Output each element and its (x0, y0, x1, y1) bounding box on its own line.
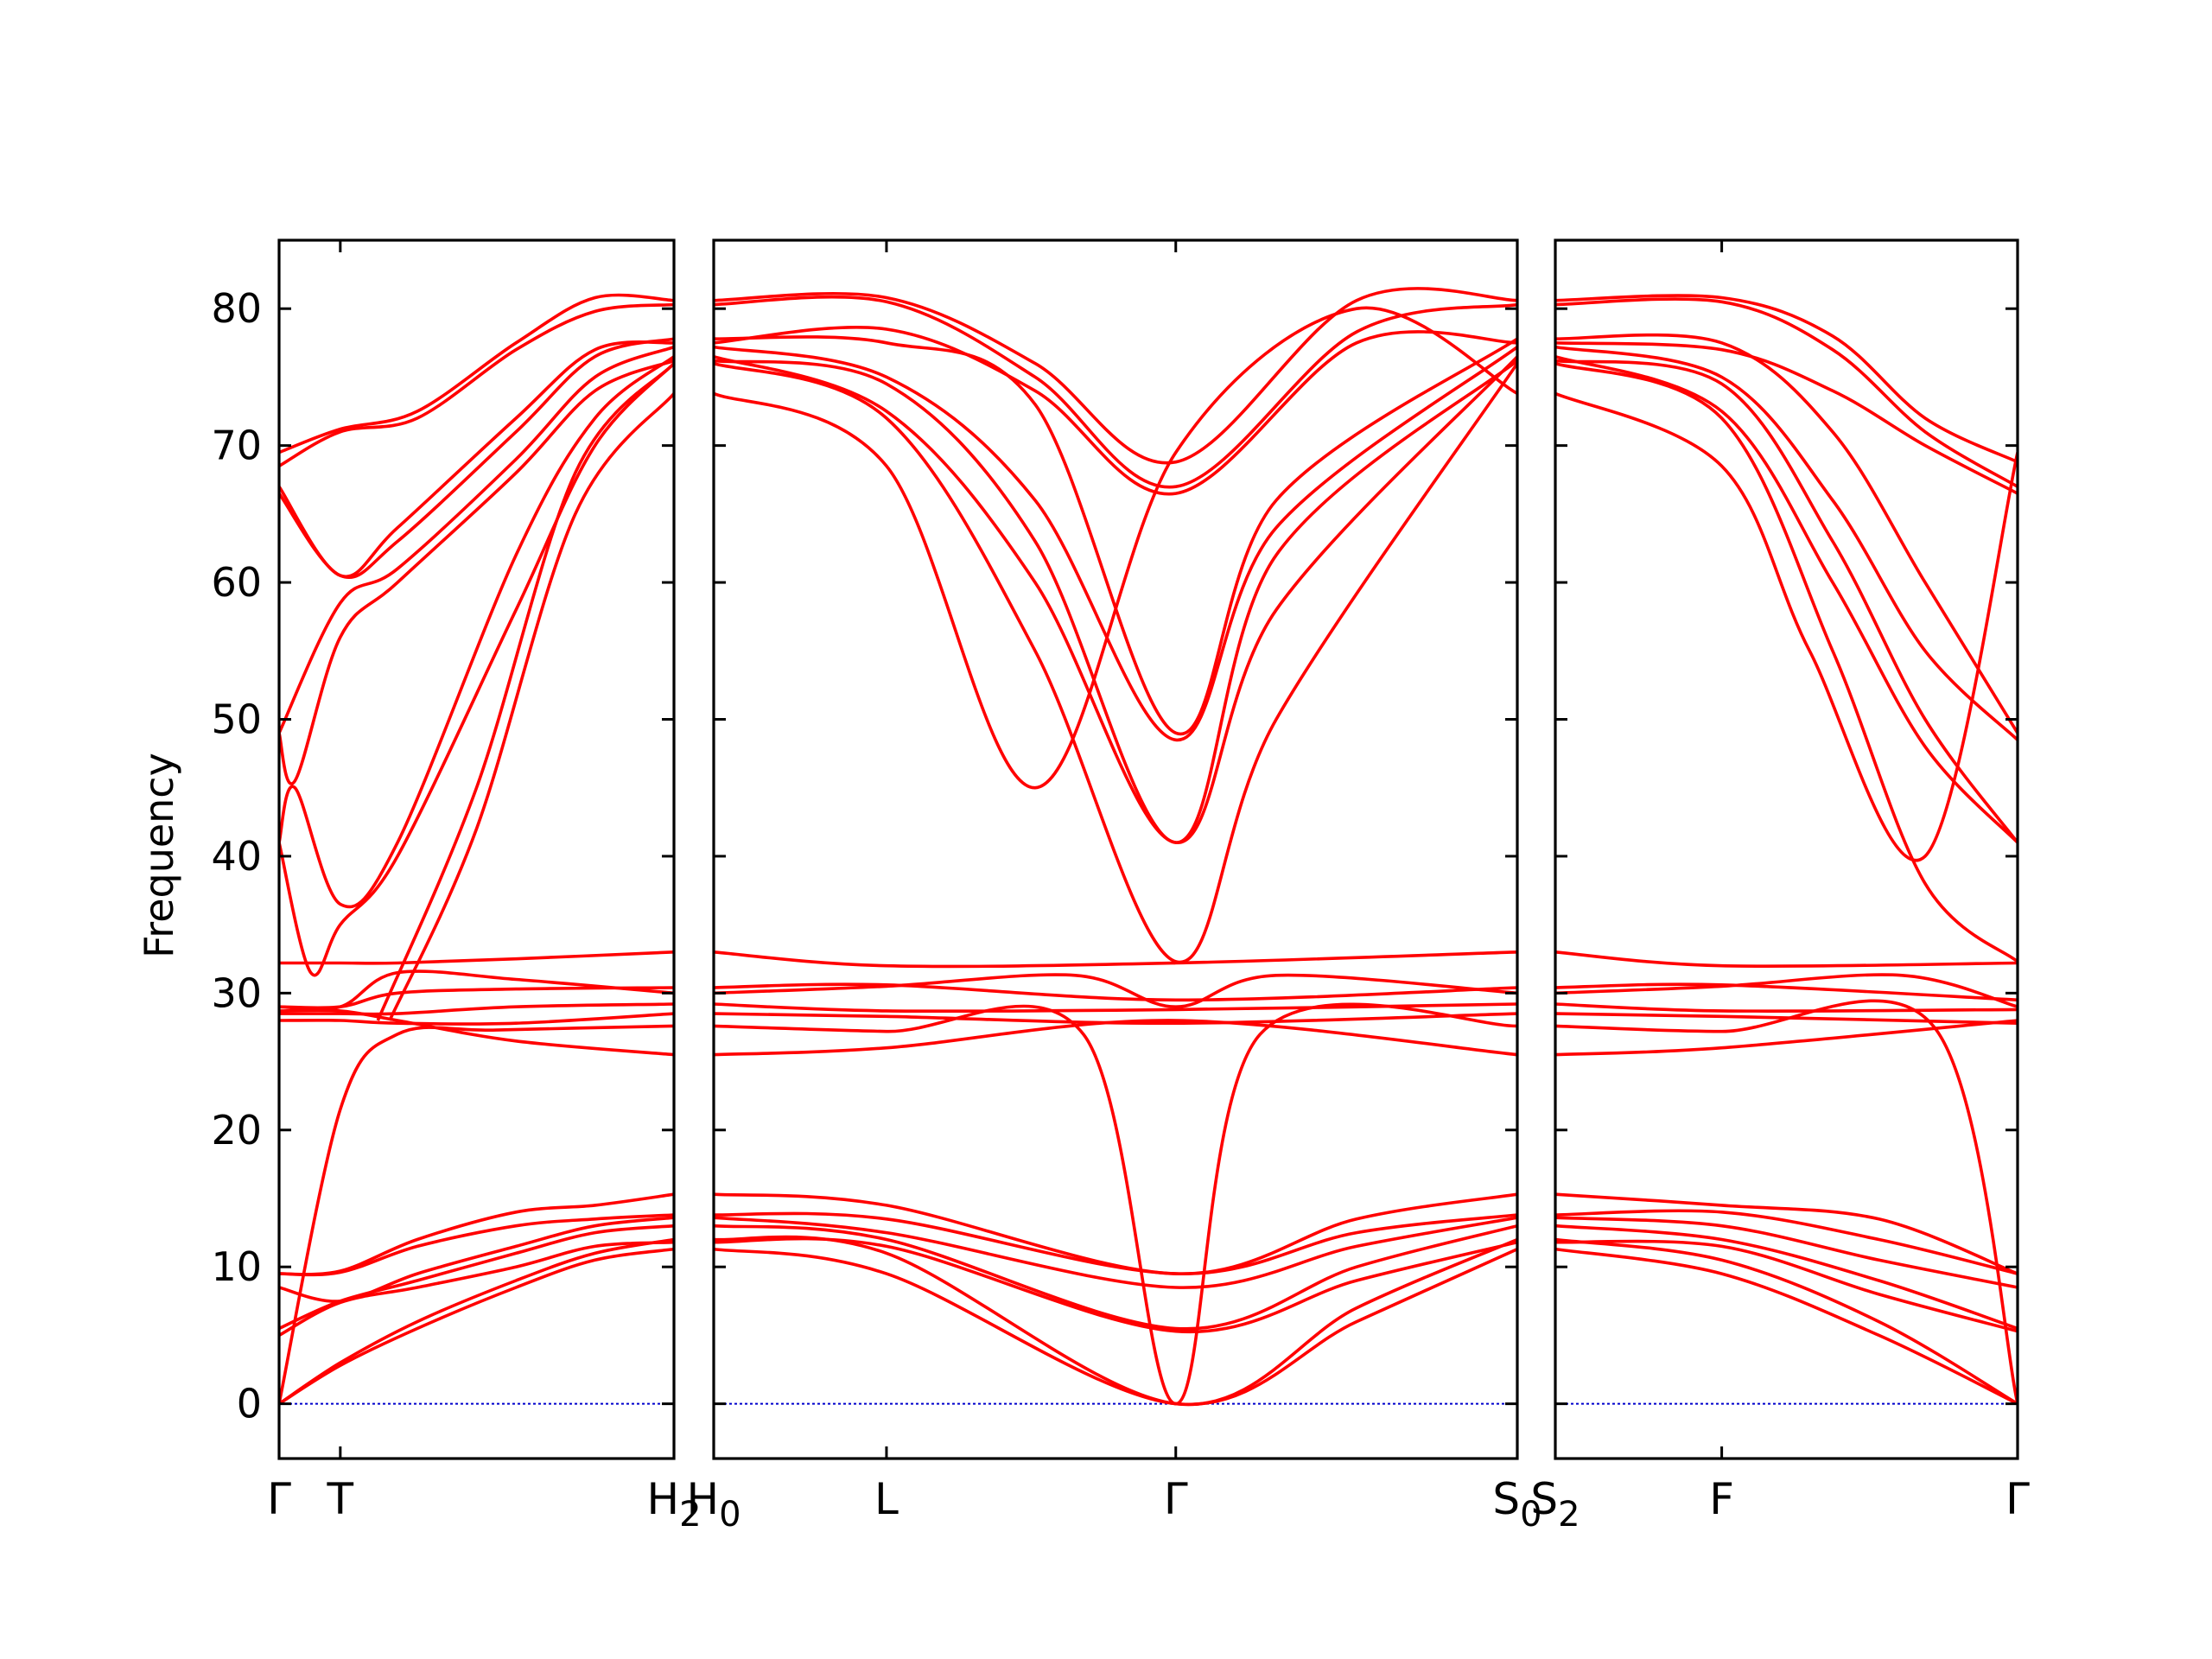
band-line (714, 1216, 1517, 1289)
band-line (1555, 1209, 2018, 1275)
band-line (1555, 1237, 2018, 1406)
x-tick-label: F (1709, 1474, 1734, 1524)
band-line (376, 362, 674, 1021)
band-line (714, 1019, 1517, 1057)
band-line (1555, 1019, 2018, 1057)
band-line (279, 1008, 674, 1057)
band-line (714, 1002, 1517, 1014)
band-line (279, 1002, 674, 1016)
y-tick-label: 30 (211, 969, 262, 1016)
band-line (714, 354, 1517, 844)
band-line (714, 306, 1517, 790)
band-line (279, 302, 674, 467)
y-axis-label: Frequency (136, 753, 182, 958)
band-line (1555, 1002, 2018, 1013)
band-line (714, 1192, 1517, 1275)
band-line (1555, 354, 2018, 844)
x-tick-label: S0 (1492, 1474, 1541, 1535)
y-tick-label: 50 (211, 696, 262, 742)
band-line (1555, 999, 2018, 1404)
axes-frame (712, 238, 1519, 1460)
x-tick-label: H0 (686, 1474, 741, 1535)
y-tick-label: 10 (211, 1243, 262, 1290)
band-line (1555, 1224, 2018, 1331)
y-tick-label: 70 (211, 423, 262, 469)
band-line (1555, 1192, 2018, 1275)
band-line (1555, 333, 2018, 734)
band-line (714, 345, 1517, 742)
band-line (279, 1216, 674, 1303)
band-line (1555, 391, 2018, 862)
band-line (1555, 341, 2018, 495)
band-line (714, 982, 1517, 1002)
band-line (388, 392, 674, 1021)
band-line (714, 1224, 1517, 1331)
band-line (1555, 359, 2018, 844)
band-line (1555, 1239, 2018, 1333)
band-line (714, 326, 1517, 496)
band-line (279, 969, 674, 1011)
band-line (714, 950, 1517, 969)
band-line (714, 287, 1517, 465)
band-line (1555, 345, 2018, 741)
y-tick-label: 80 (211, 285, 262, 332)
y-tick-label: 40 (211, 833, 262, 880)
band-line (714, 973, 1517, 1008)
band-line (1555, 950, 2018, 969)
band-line (279, 345, 674, 734)
band-line (279, 1192, 674, 1276)
band-line (714, 1012, 1517, 1026)
x-tick-label: T (327, 1474, 354, 1524)
panel-1: 0 10 20 30 40 50 60 70 80 Γ T H2 (211, 238, 702, 1535)
y-tick-label: 60 (211, 559, 262, 606)
x-tick-label: S2 (1530, 1474, 1580, 1535)
axes-frame (277, 238, 676, 1460)
band-line (1555, 1247, 2018, 1406)
x-tick-label: L (874, 1474, 899, 1524)
band-line (714, 361, 1517, 964)
x-tick-label: Γ (2005, 1474, 2030, 1524)
band-line (279, 1237, 674, 1406)
y-tick-label: 20 (211, 1107, 262, 1154)
x-tick-label: Γ (267, 1474, 291, 1524)
band-line (279, 340, 674, 579)
band-line (1555, 1012, 2018, 1025)
band-line (279, 1024, 674, 1404)
x-tick-label: Γ (1164, 1474, 1188, 1524)
bands (1555, 294, 2018, 1406)
band-line (279, 293, 674, 454)
bands (279, 293, 674, 1406)
y-tick-label: 0 (237, 1381, 262, 1427)
band-line (279, 362, 674, 977)
band-line (714, 359, 1517, 844)
band-line (714, 1247, 1517, 1407)
panel-2: H0 L Γ S0 (686, 238, 1542, 1535)
band-line (279, 355, 674, 909)
band-line (714, 1002, 1517, 1406)
band-line (279, 359, 674, 785)
band-line (1555, 982, 2018, 1002)
band-line (1555, 1216, 2018, 1289)
band-line (279, 1247, 674, 1406)
band-line (1555, 973, 2018, 1008)
band-line (714, 1236, 1517, 1334)
band-line (279, 950, 674, 965)
band-line (279, 1224, 674, 1331)
bands (714, 287, 1517, 1407)
band-line (714, 295, 1517, 489)
band-line (1555, 361, 2018, 963)
band-line (714, 335, 1517, 736)
band-line (279, 337, 674, 580)
band-line (279, 1012, 674, 1026)
band-line (1555, 294, 2018, 464)
band-line (1555, 297, 2018, 488)
x-tick-label: H2 (646, 1474, 701, 1535)
axes-frame (1554, 238, 2019, 1460)
panel-3: S2 F Γ (1530, 238, 2030, 1535)
